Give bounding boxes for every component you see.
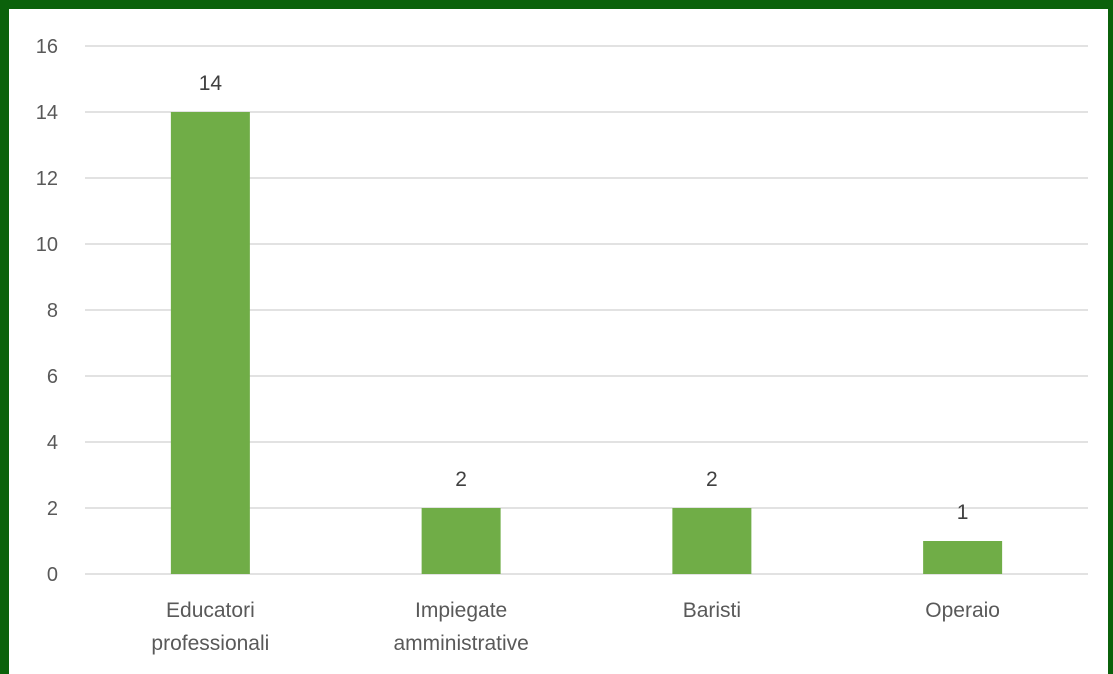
y-tick-label: 12 xyxy=(36,168,58,190)
data-labels: 14 2 2 1 xyxy=(199,72,969,524)
gridlines xyxy=(85,45,1088,575)
category-label: professionali xyxy=(151,632,269,655)
bar xyxy=(923,541,1003,574)
y-tick-label: 2 xyxy=(47,498,58,520)
y-tick-label: 10 xyxy=(36,234,58,256)
bar xyxy=(421,508,501,574)
y-tick-label: 6 xyxy=(47,366,58,388)
bar xyxy=(672,508,752,574)
bar-data-label: 2 xyxy=(706,468,718,491)
y-tick-label: 16 xyxy=(36,36,58,58)
category-label: amministrative xyxy=(393,632,528,655)
category-label: Baristi xyxy=(683,599,741,622)
category-label: Educatori xyxy=(166,599,255,622)
x-axis-categories: Educatori professionali Impiegate amministr… xyxy=(151,599,1000,655)
bars xyxy=(170,112,1003,574)
bar-data-label: 1 xyxy=(957,501,969,524)
category-label: Impiegate xyxy=(415,599,507,622)
bar-data-label: 14 xyxy=(199,72,223,95)
bar-data-label: 2 xyxy=(455,468,467,491)
bar xyxy=(170,112,250,574)
y-axis-ticks: 0 2 4 6 8 10 12 14 16 xyxy=(36,36,58,586)
y-tick-label: 14 xyxy=(36,102,58,124)
category-label: Operaio xyxy=(925,599,1000,622)
y-tick-label: 8 xyxy=(47,300,58,322)
y-tick-label: 0 xyxy=(47,564,58,586)
bar-chart: 0 2 4 6 8 10 12 14 16 14 2 2 1 Educatori professiona… xyxy=(36,36,1088,655)
y-tick-label: 4 xyxy=(47,432,58,454)
